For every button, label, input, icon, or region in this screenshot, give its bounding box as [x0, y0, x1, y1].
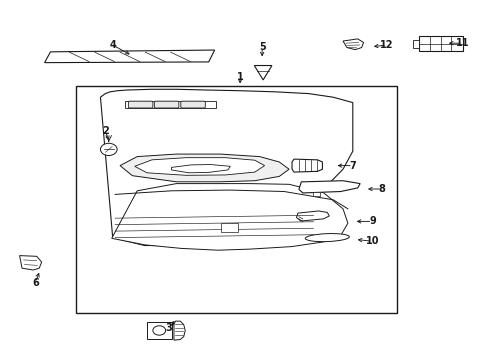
Text: 11: 11: [456, 38, 470, 48]
Bar: [76, 86, 397, 313]
Circle shape: [153, 326, 166, 335]
Polygon shape: [112, 184, 348, 250]
Polygon shape: [343, 39, 364, 50]
Text: 4: 4: [109, 40, 116, 50]
Polygon shape: [100, 89, 353, 246]
Polygon shape: [296, 211, 329, 221]
FancyBboxPatch shape: [181, 101, 205, 108]
FancyBboxPatch shape: [154, 101, 179, 108]
Polygon shape: [20, 256, 42, 270]
FancyBboxPatch shape: [128, 101, 153, 108]
Text: 7: 7: [349, 161, 356, 171]
Text: 2: 2: [102, 126, 109, 136]
Text: 9: 9: [369, 216, 376, 226]
Polygon shape: [292, 159, 322, 172]
Polygon shape: [125, 101, 216, 108]
Bar: [313, 192, 320, 196]
Polygon shape: [254, 66, 272, 80]
Polygon shape: [45, 50, 215, 63]
Text: 8: 8: [379, 184, 386, 194]
Text: 1: 1: [237, 72, 244, 82]
Bar: [220, 223, 238, 232]
Ellipse shape: [305, 234, 349, 242]
Bar: [147, 322, 172, 339]
Polygon shape: [135, 158, 265, 175]
Polygon shape: [299, 181, 360, 193]
Polygon shape: [120, 154, 289, 182]
Polygon shape: [172, 165, 230, 173]
Polygon shape: [174, 321, 185, 340]
Circle shape: [100, 143, 117, 156]
Text: 6: 6: [32, 278, 39, 288]
Text: 5: 5: [259, 42, 266, 52]
Bar: [413, 40, 419, 48]
Bar: [419, 36, 463, 51]
Text: 12: 12: [380, 40, 394, 50]
Text: 10: 10: [366, 236, 379, 246]
Text: 3: 3: [166, 323, 172, 333]
